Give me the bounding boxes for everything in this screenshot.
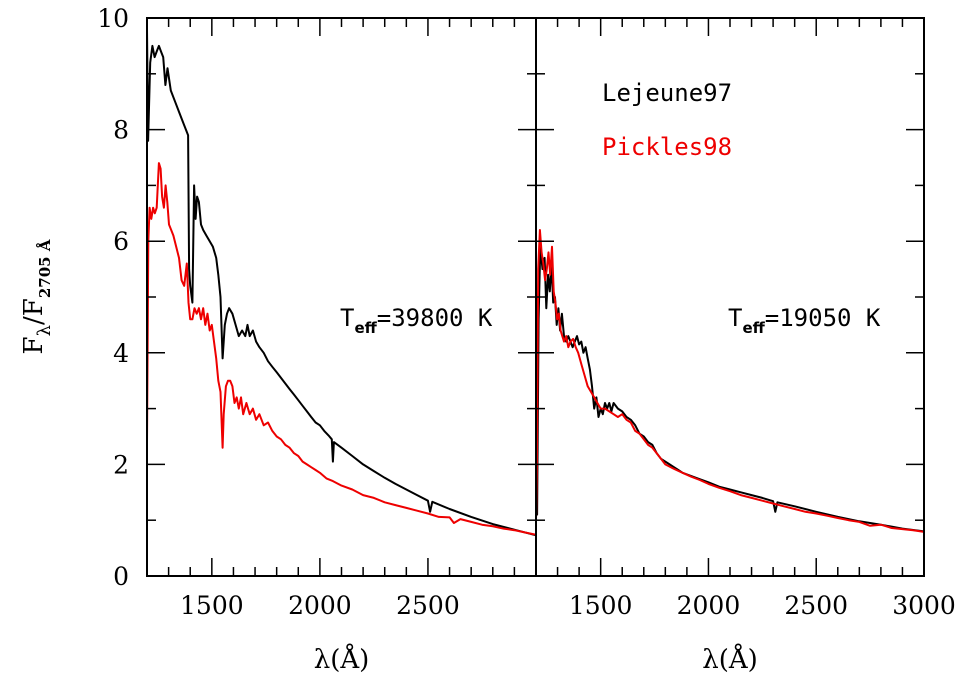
- x-axis-label: λ(Å): [702, 643, 758, 675]
- svg-text:Fλ/F2705 Å: Fλ/F2705 Å: [19, 239, 55, 354]
- y-axis-label: Fλ/F2705 Å: [19, 239, 55, 354]
- x-tick-label: 2000: [288, 591, 352, 620]
- teff-annotation: Teff=39800 K: [340, 304, 493, 337]
- teff-annotation: Teff=19050 K: [728, 304, 881, 337]
- y-tick-label: 0: [113, 562, 129, 591]
- x-axis-label: λ(Å): [314, 643, 370, 675]
- series-line-lejeune97-left: [146, 29, 537, 537]
- x-tick-label: 1500: [569, 591, 633, 620]
- panels-layer: 1500 2000 2500 0 2 4 6 8 10 λ(Å) Teff=39800 K 1500 2…: [97, 4, 956, 675]
- x-tick-label: 1500: [180, 591, 244, 620]
- y-tick-label: 2: [113, 450, 129, 479]
- legend-entry-pickles98: Pickles98: [602, 133, 732, 161]
- series-line-lejeune97-right: [535, 245, 925, 533]
- x-tick-label: 2000: [677, 591, 741, 620]
- panel-right: 1500 2000 2500 3000 λ(Å) Teff=19050 K: [535, 17, 956, 675]
- panel-left: 1500 2000 2500 0 2 4 6 8 10 λ(Å) Teff=39800 K: [97, 4, 537, 675]
- y-tick-label: 4: [113, 339, 129, 368]
- x-tick-label: 2500: [396, 591, 460, 620]
- y-label-slash: /F: [19, 298, 49, 325]
- x-tick-label: 3000: [892, 591, 956, 620]
- y-tick-label: 8: [113, 116, 129, 145]
- series-line-pickles98-right: [535, 229, 925, 533]
- y-label-sub1: λ: [34, 325, 55, 336]
- y-tick-label: 10: [97, 4, 129, 33]
- panel-frame-left: [146, 17, 537, 577]
- y-tick-label: 6: [113, 227, 129, 256]
- x-tick-label: 2500: [784, 591, 848, 620]
- series-line-pickles98-left: [146, 162, 537, 536]
- legend-entry-lejeune97: Lejeune97: [602, 79, 732, 107]
- y-label-main: F: [19, 336, 49, 354]
- y-label-sub2: 2705 Å: [36, 239, 54, 298]
